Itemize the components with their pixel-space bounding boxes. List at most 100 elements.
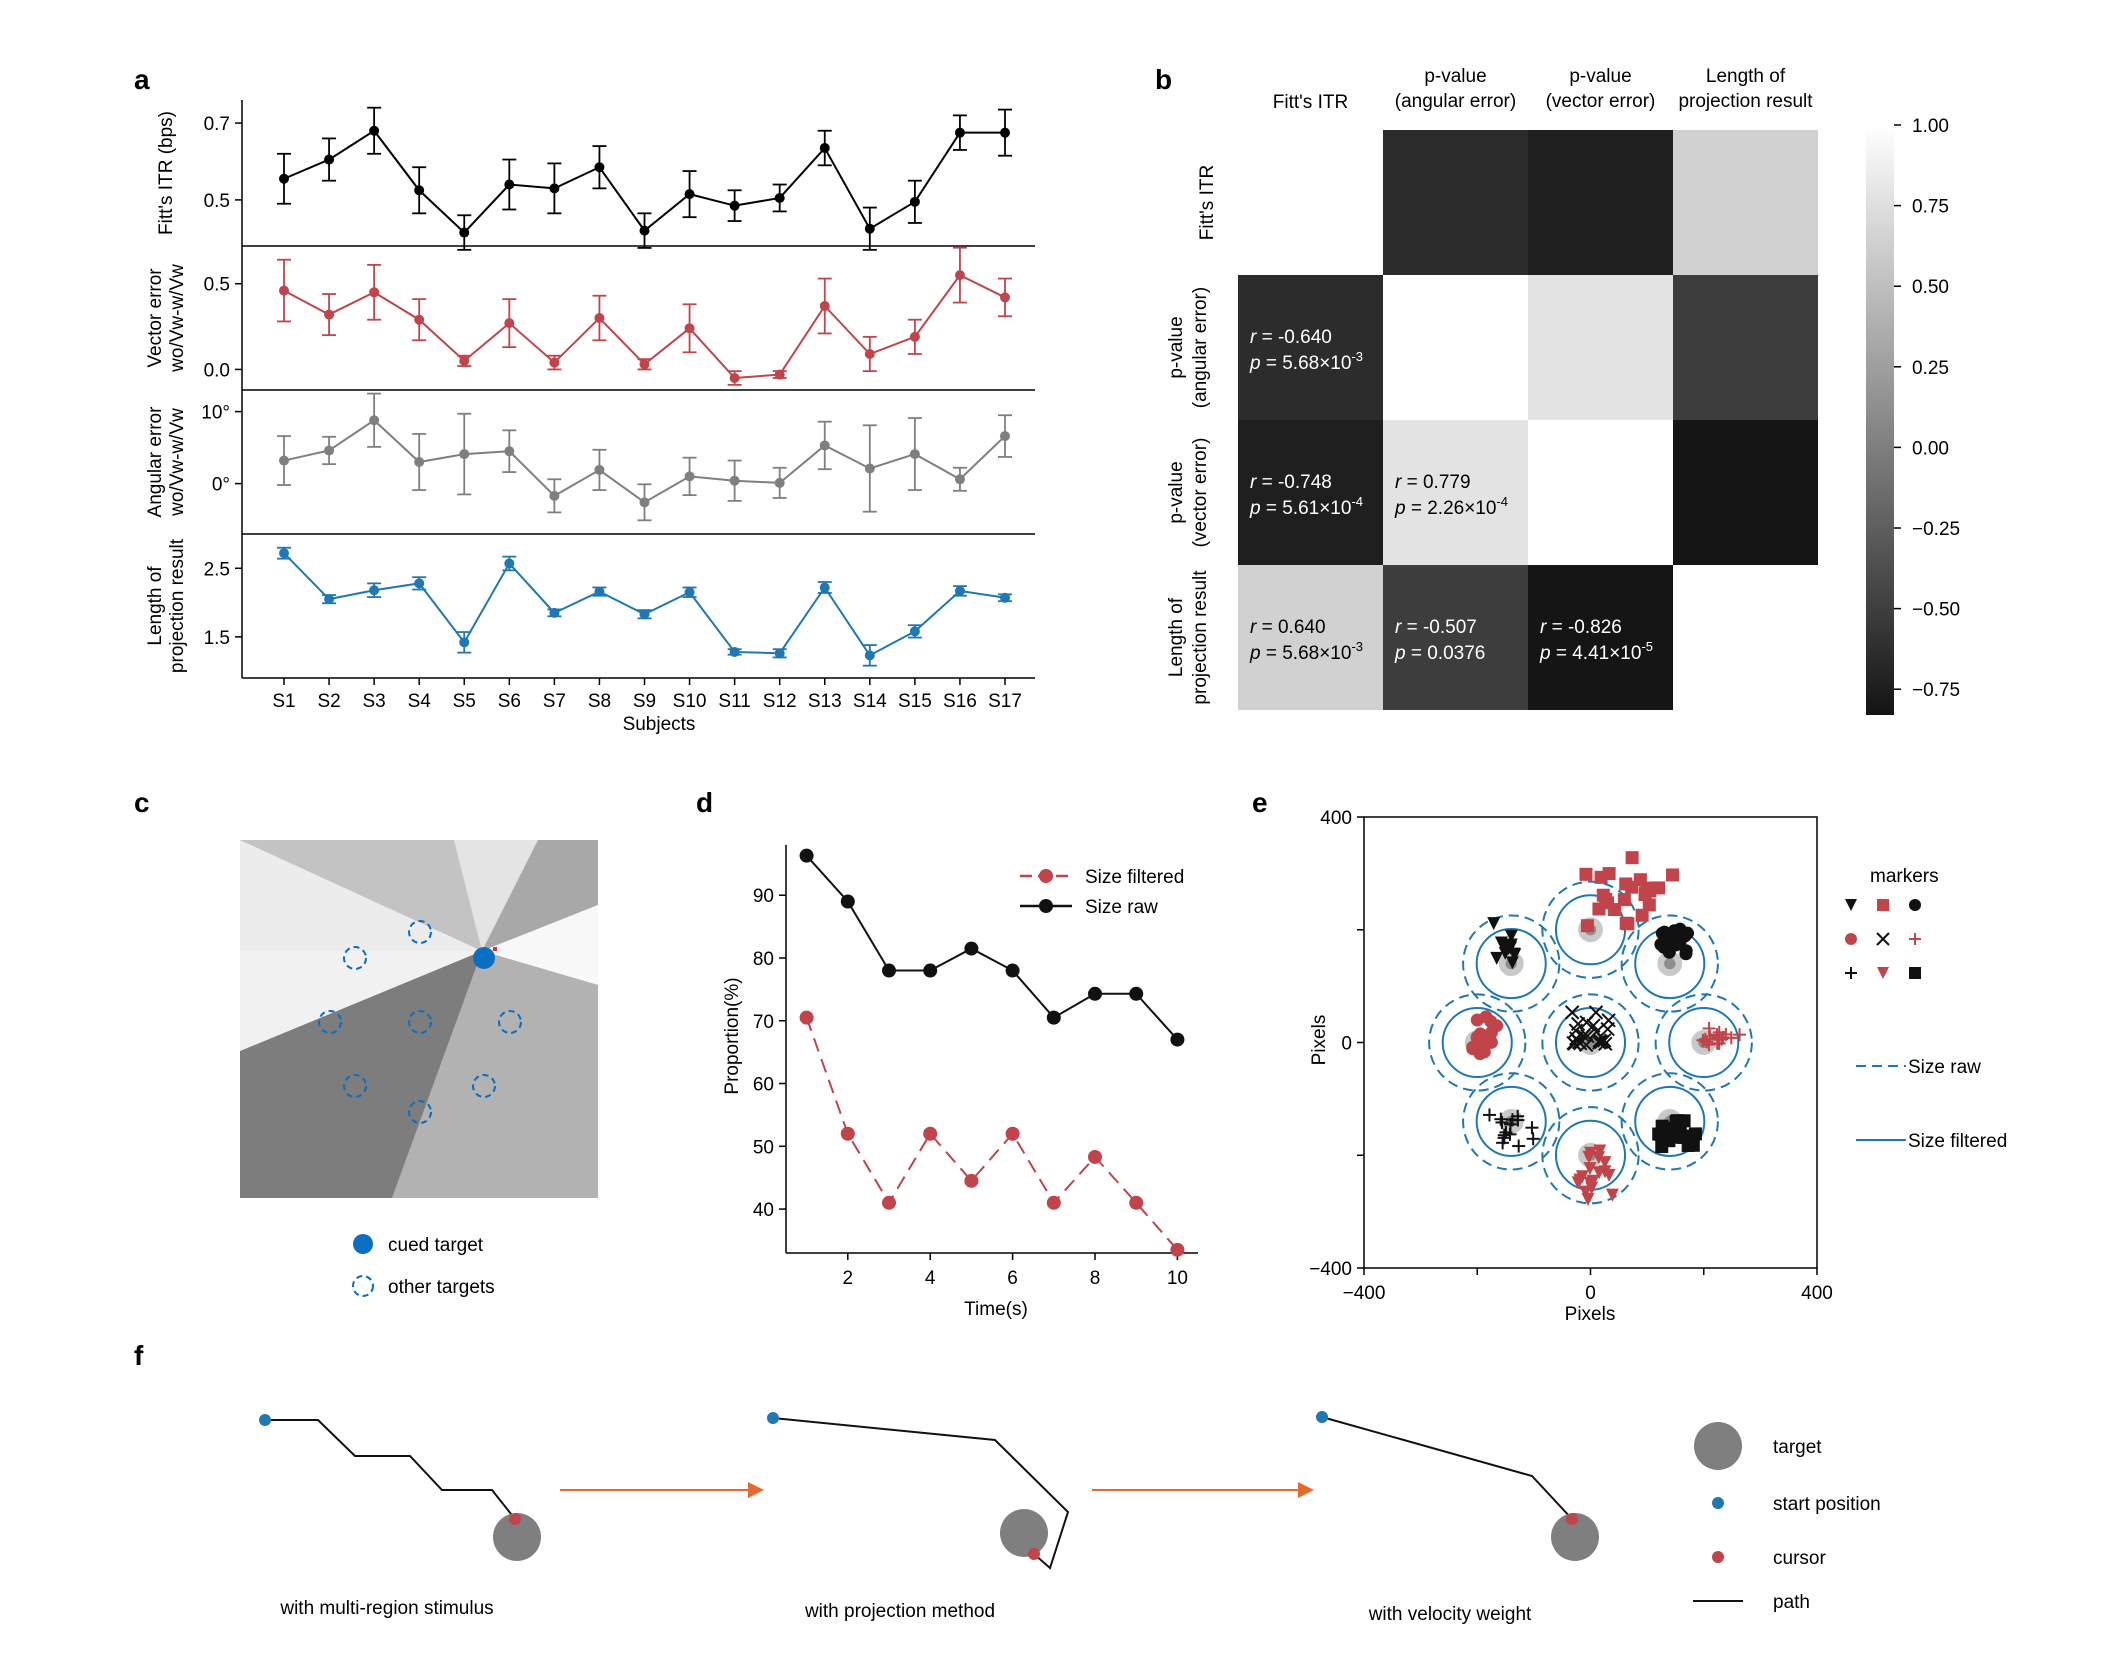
data-point — [279, 548, 289, 559]
marker — [1845, 899, 1857, 911]
marker — [1621, 917, 1635, 931]
data-point — [1000, 592, 1010, 603]
y-axis-label: Fitt's ITR (bps) — [156, 111, 177, 235]
column-header: p-value — [1424, 66, 1486, 87]
target-filtered-size-ring — [1668, 1006, 1740, 1079]
legend-start-position-icon — [1712, 1497, 1724, 1509]
path-multi-region — [265, 1419, 516, 1520]
marker — [1589, 1024, 1604, 1039]
colorbar — [1866, 125, 1894, 715]
data-point — [684, 587, 695, 598]
data-point-size-raw — [1046, 1010, 1061, 1025]
marker — [1579, 1015, 1594, 1030]
y-tick-label: 0° — [212, 475, 230, 496]
y-tick-label: 0.0 — [204, 360, 230, 381]
data-point — [774, 648, 785, 659]
target-core — [1664, 957, 1676, 970]
heatmap-cell — [1528, 565, 1673, 710]
data-point-size-filtered — [1170, 1242, 1185, 1257]
heatmap-cell — [1238, 130, 1383, 275]
other-target-icon — [343, 946, 367, 970]
marker — [1617, 893, 1631, 907]
x-tick-label-s3: S3 — [363, 691, 386, 712]
row-header: Length of — [1166, 597, 1187, 677]
other-target-icon — [472, 1074, 496, 1098]
data-point — [819, 143, 830, 154]
column-header: (vector error) — [1546, 91, 1656, 112]
row-header: Fitt's ITR — [1197, 165, 1218, 240]
marker — [1571, 1034, 1587, 1050]
data-point — [459, 637, 470, 648]
data-point — [774, 477, 785, 488]
column-header: Length of — [1706, 66, 1786, 87]
data-point — [369, 287, 380, 298]
target-filtered-size-ring — [1441, 1006, 1513, 1079]
marker — [1583, 1162, 1597, 1176]
marker — [1586, 1018, 1601, 1033]
column-header: (angular error) — [1395, 91, 1516, 112]
cued-target-icon — [473, 947, 495, 969]
data-point — [954, 585, 965, 596]
marker — [1568, 1023, 1584, 1038]
p-value-annotation: p = 4.41×10-5 — [1539, 639, 1653, 664]
data-point — [369, 415, 380, 426]
data-point — [1000, 292, 1010, 303]
data-point — [324, 445, 335, 456]
y-axis-label: projection result — [167, 538, 188, 673]
column-header: projection result — [1678, 91, 1813, 112]
heatmap-cell — [1673, 130, 1818, 275]
x-tick-label: 8 — [1090, 1268, 1101, 1289]
r-value-annotation: r = 0.779 — [1395, 472, 1471, 493]
target-raw-size-ring — [1654, 993, 1753, 1092]
marker — [1909, 899, 1921, 911]
target-raw-size-ring — [1541, 880, 1640, 979]
legend-start-position-label: start position — [1773, 1494, 1881, 1515]
data-point-size-raw — [964, 941, 979, 956]
data-point — [279, 173, 289, 184]
marker — [1625, 851, 1639, 865]
marker — [1655, 926, 1669, 940]
data-point — [909, 449, 920, 460]
cursor-icon — [1566, 1513, 1578, 1525]
y-tick-label: 0 — [1341, 1034, 1352, 1055]
data-point — [639, 225, 650, 236]
y-tick-label: 60 — [753, 1075, 774, 1096]
data-point — [909, 196, 920, 207]
data-point — [459, 449, 470, 460]
colorbar-tick-label: 1.00 — [1912, 116, 1949, 137]
caption-projection: with projection method — [804, 1601, 995, 1622]
x-tick-label-s4: S4 — [408, 691, 432, 712]
data-point — [594, 464, 605, 475]
heatmap-cell — [1383, 275, 1528, 420]
marker — [1688, 1127, 1702, 1141]
marker — [1600, 1021, 1615, 1037]
x-tick-label-s16: S16 — [943, 691, 977, 712]
target-filtered-size-ring — [1634, 1085, 1706, 1157]
marker — [1679, 947, 1693, 961]
panel-d-legend: Size filtered Size raw — [1020, 867, 1184, 918]
data-point — [594, 162, 605, 173]
panel-d-ylabel: Proportion(%) — [722, 977, 743, 1094]
x-tick-label: 6 — [1007, 1268, 1018, 1289]
heatmap-cell — [1383, 130, 1528, 275]
data-point-size-raw — [1005, 963, 1020, 978]
data-point — [414, 578, 425, 589]
data-point — [369, 585, 380, 596]
legend-cued-target-label: cued target — [388, 1235, 484, 1256]
r-value-annotation: r = 0.640 — [1250, 617, 1326, 638]
marker — [1505, 956, 1519, 970]
marker — [1564, 1005, 1580, 1020]
heatmap-cell — [1238, 275, 1383, 420]
region-top — [240, 840, 482, 951]
marker — [1619, 877, 1633, 891]
caption-velocity-weight: with velocity weight — [1368, 1604, 1532, 1625]
marker — [1581, 1193, 1595, 1207]
marker — [1665, 868, 1679, 882]
x-tick-label-s9: S9 — [633, 691, 656, 712]
data-point-size-filtered — [799, 1010, 814, 1025]
marker — [1579, 867, 1593, 881]
data-point — [954, 474, 965, 485]
data-point — [954, 270, 965, 281]
x-tick-label: 2 — [843, 1268, 854, 1289]
